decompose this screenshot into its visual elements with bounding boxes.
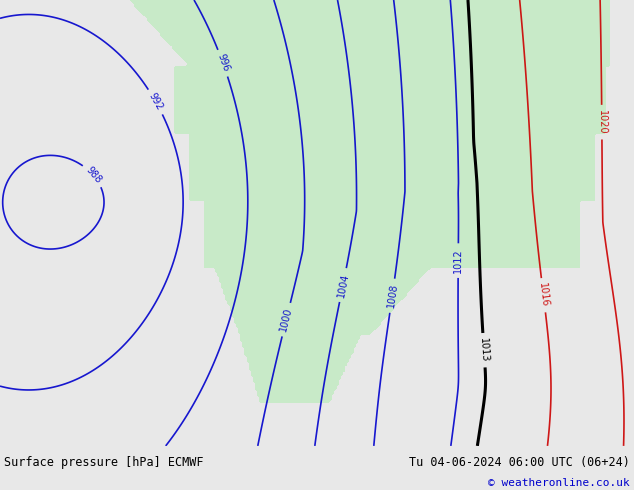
Text: 1004: 1004: [335, 272, 350, 298]
Text: 996: 996: [215, 53, 231, 74]
Text: 1016: 1016: [537, 282, 550, 308]
Text: 992: 992: [147, 91, 165, 112]
Text: Tu 04-06-2024 06:00 UTC (06+24): Tu 04-06-2024 06:00 UTC (06+24): [409, 456, 630, 469]
Text: 1012: 1012: [453, 248, 463, 273]
Text: 1008: 1008: [385, 283, 399, 309]
Text: 1020: 1020: [597, 110, 607, 135]
Text: 988: 988: [84, 165, 103, 186]
Text: 1000: 1000: [278, 307, 294, 333]
Text: © weatheronline.co.uk: © weatheronline.co.uk: [488, 478, 630, 488]
Text: 1013: 1013: [478, 338, 489, 363]
Text: Surface pressure [hPa] ECMWF: Surface pressure [hPa] ECMWF: [4, 456, 204, 469]
